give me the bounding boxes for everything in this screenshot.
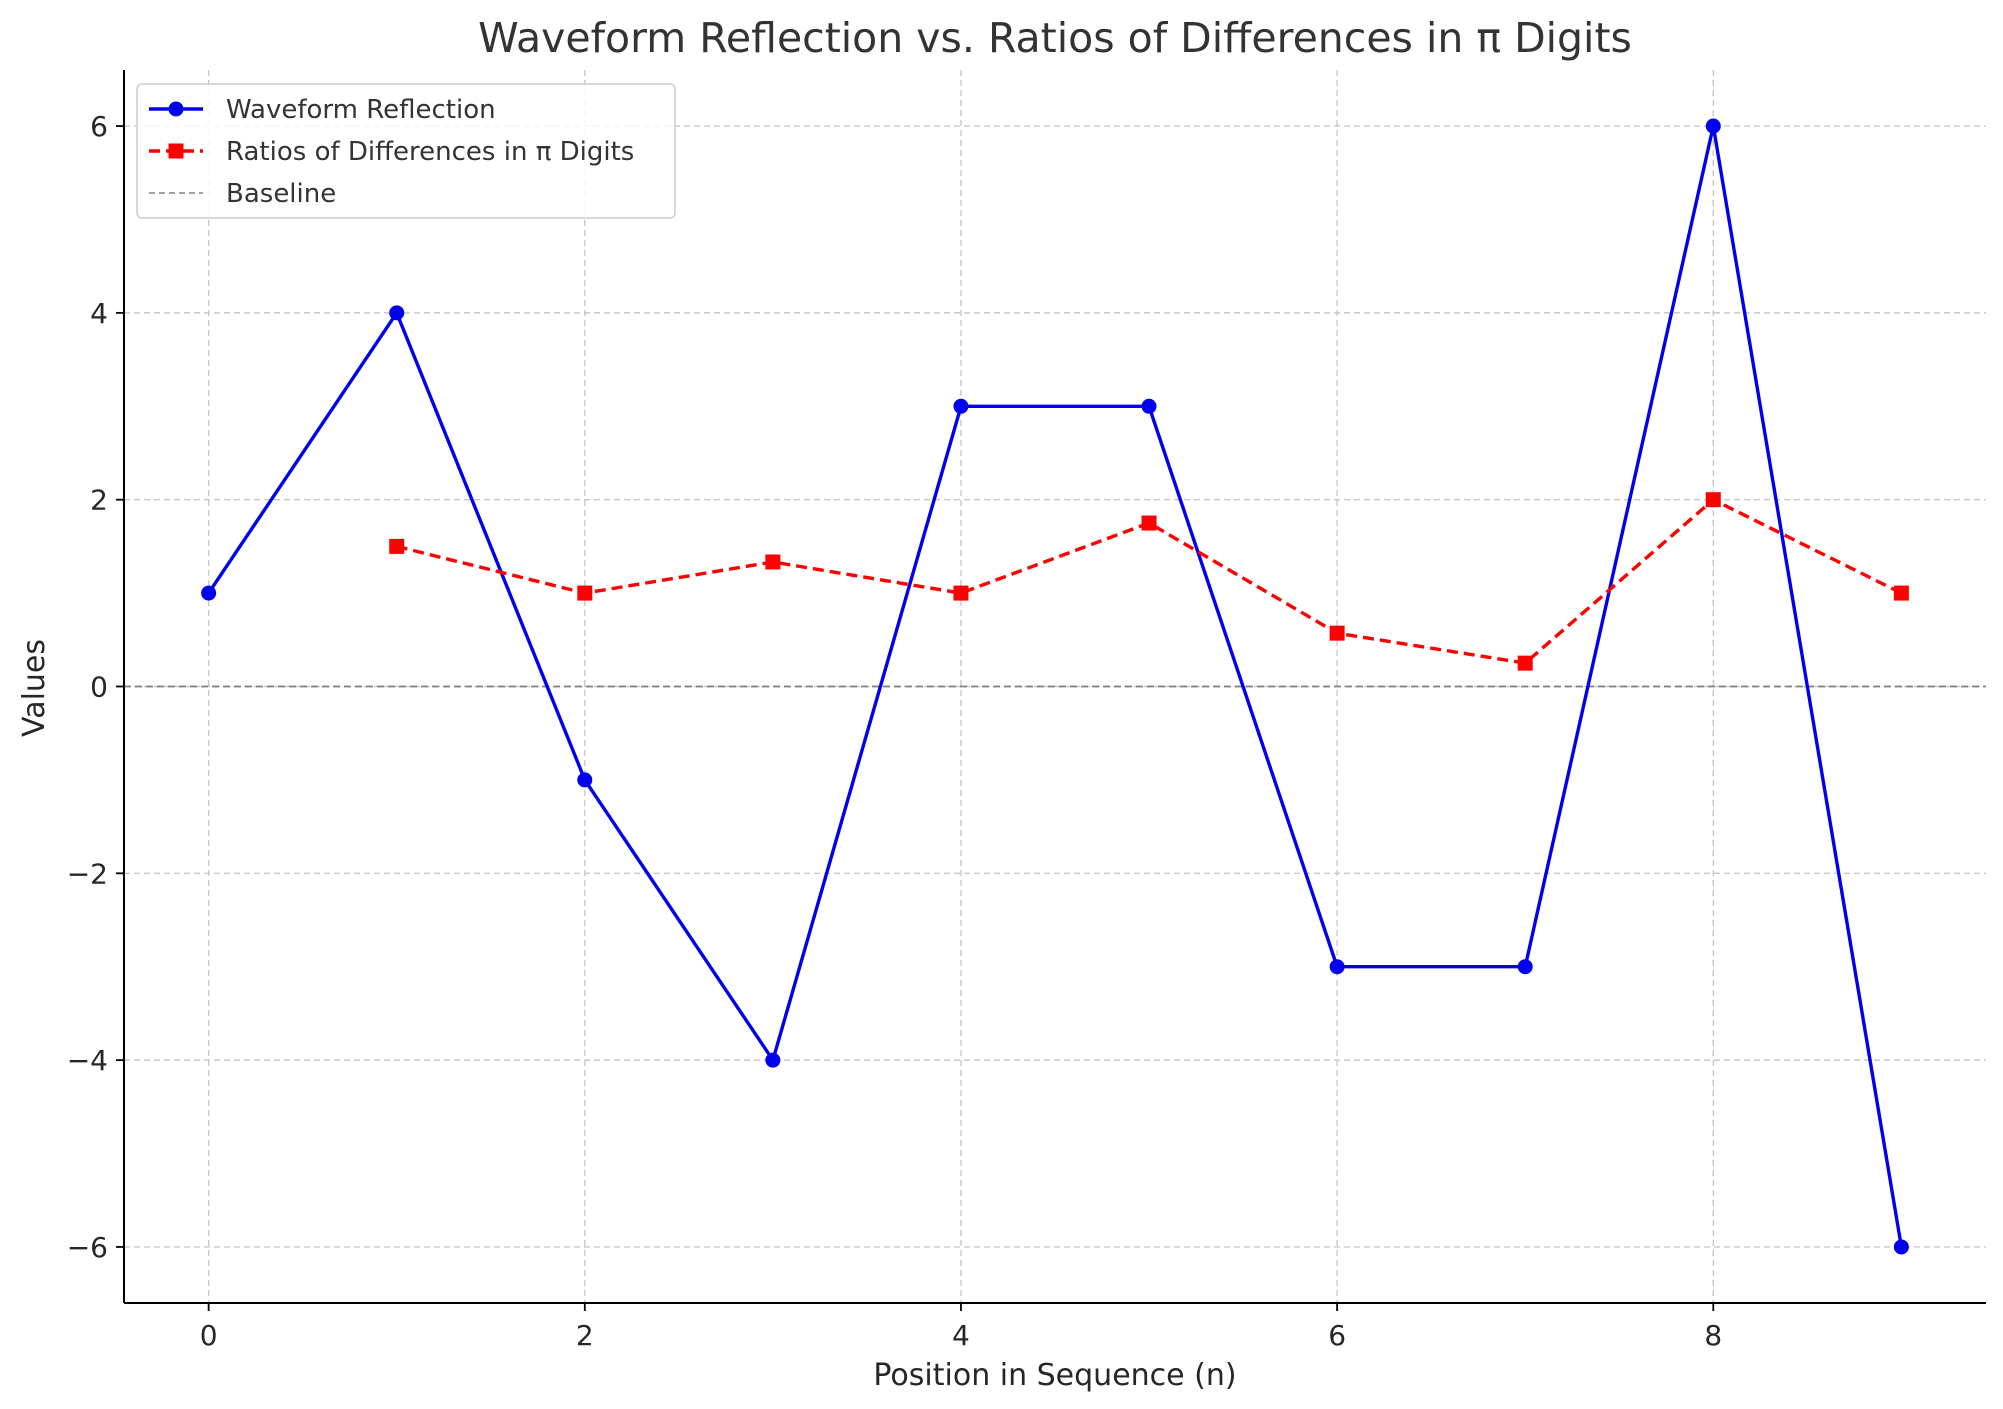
series-1-point: [1893, 585, 1909, 601]
series-0-point: [201, 585, 217, 601]
series-1-point: [389, 538, 405, 554]
y-tick-label: −6: [67, 1231, 108, 1264]
chart-title: Waveform Reflection vs. Ratios of Differ…: [478, 14, 1632, 62]
legend-marker-1: [168, 143, 184, 159]
x-tick-label: 0: [200, 1319, 218, 1352]
legend-marker-0: [168, 101, 184, 117]
y-tick-label: 2: [90, 484, 108, 517]
series-0-point: [1329, 959, 1345, 975]
legend-frame: [136, 83, 676, 219]
y-axis-title: Values: [17, 639, 52, 737]
series-1-point: [953, 585, 969, 601]
y-tick-label: 4: [90, 297, 108, 330]
series-0-point: [765, 1052, 781, 1068]
legend-label-2: Baseline: [226, 179, 336, 209]
series-1-point: [1141, 515, 1157, 531]
legend: Waveform Reflection Ratios of Differences…: [136, 83, 676, 219]
series-0-line: [207, 124, 1904, 1248]
x-tick-label: 4: [952, 1319, 970, 1352]
legend-label-0: Waveform Reflection: [226, 95, 496, 125]
series-0-point: [953, 398, 969, 414]
y-tick-label: 0: [90, 671, 108, 704]
x-tick-label: 2: [576, 1319, 594, 1352]
legend-label-1: Ratios of Differences in π Digits: [226, 137, 634, 167]
series-0-point: [389, 305, 405, 321]
series-0-point: [1141, 398, 1157, 414]
ticks: 0 2 4 6 8 −6 −4 −2 0 2 4 6: [67, 110, 1722, 1352]
series-1-point: [1705, 492, 1721, 508]
y-tick-label: −4: [67, 1044, 108, 1077]
series-1-point: [1329, 625, 1345, 641]
series-1-point: [1517, 655, 1533, 671]
x-tick-label: 6: [1328, 1319, 1346, 1352]
y-tick-label: −2: [67, 857, 108, 890]
series-0-point: [1517, 959, 1533, 975]
series-0-point: [577, 772, 593, 788]
series-0-point: [1705, 118, 1721, 134]
series-1-point: [765, 554, 781, 570]
series-1-point: [577, 585, 593, 601]
x-tick-label: 8: [1704, 1319, 1722, 1352]
series-layer: [201, 118, 1909, 1255]
x-axis-title: Position in Sequence (n): [873, 1358, 1236, 1393]
y-tick-label: 6: [90, 110, 108, 143]
series-0-point: [1893, 1239, 1909, 1255]
